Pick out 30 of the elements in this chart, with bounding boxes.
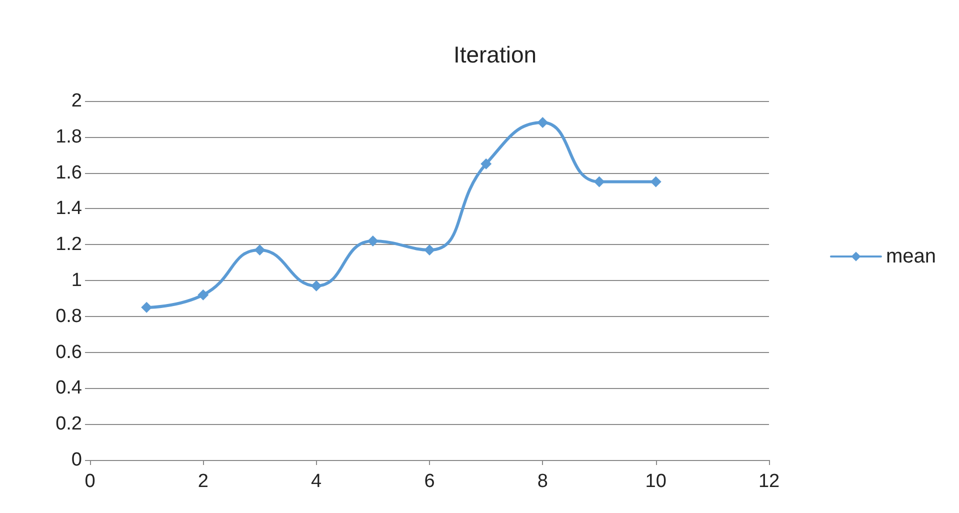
point xyxy=(650,176,662,188)
point xyxy=(141,302,152,313)
point xyxy=(537,117,548,128)
y-tick-label: 2 xyxy=(71,90,82,112)
x-tick-label: 4 xyxy=(311,471,322,492)
x-tick-label: 2 xyxy=(198,471,208,492)
y-tick-label: 1.4 xyxy=(56,198,82,220)
point xyxy=(367,236,378,247)
y-tick-label: 1.8 xyxy=(56,126,82,148)
point xyxy=(254,244,266,256)
legend-label: mean xyxy=(886,246,936,268)
x-tick-label: 10 xyxy=(645,471,666,492)
x-tick-label: 6 xyxy=(424,471,435,492)
x-tick-label: 8 xyxy=(537,471,548,492)
chart-title: Iteration xyxy=(453,42,537,68)
point xyxy=(424,244,435,256)
point xyxy=(480,158,492,170)
y-tick-label: 1.2 xyxy=(56,234,82,256)
point xyxy=(594,176,605,188)
y-tick-label: 0.2 xyxy=(56,414,82,435)
x-tick-label: 0 xyxy=(84,471,96,492)
point xyxy=(198,289,209,300)
x-tick-label: 12 xyxy=(758,471,780,492)
y-tick-label: 0 xyxy=(71,450,82,470)
y-tick-label: 0.6 xyxy=(56,342,82,363)
y-tick-label: 0.4 xyxy=(56,378,82,399)
point xyxy=(310,280,322,292)
y-tick-label: 0.8 xyxy=(56,306,82,327)
y-tick-label: 1.6 xyxy=(56,162,82,184)
y-tick-label: 1 xyxy=(71,270,82,291)
